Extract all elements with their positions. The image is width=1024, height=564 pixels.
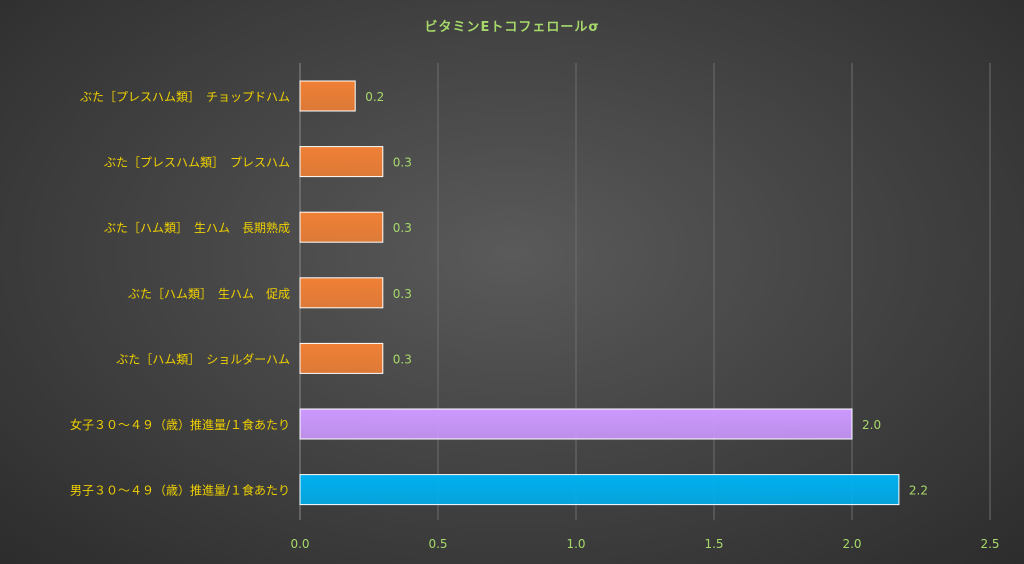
category-label: ぶた［プレスハム類］ プレスハム — [104, 156, 290, 170]
x-tick-label: 0.0 — [290, 537, 309, 551]
chart-title: ビタミンEトコフェロールσ — [424, 20, 600, 35]
value-label: 2.0 — [862, 418, 881, 432]
value-label: 0.3 — [393, 287, 412, 301]
category-label: ぶた［ハム類］ ショルダーハム — [116, 351, 290, 366]
value-label: 2.2 — [909, 484, 928, 498]
value-label: 0.3 — [393, 221, 412, 235]
category-label: 女子３０～４９（歳）推進量/１食あたり — [70, 417, 290, 432]
bar — [299, 474, 900, 506]
bar — [299, 80, 356, 112]
x-tick-label: 0.5 — [428, 537, 447, 551]
value-label: 0.2 — [365, 90, 384, 104]
x-tick-label: 2.5 — [980, 537, 999, 551]
bar — [299, 342, 384, 374]
bar — [299, 277, 384, 309]
bar — [299, 146, 384, 178]
category-label: ぶた［ハム類］ 生ハム 長期熟成 — [104, 220, 290, 235]
value-label: 0.3 — [393, 352, 412, 366]
x-tick-label: 1.0 — [566, 537, 585, 551]
x-tick-label: 1.5 — [704, 537, 723, 551]
category-label: ぶた［ハム類］ 生ハム 促成 — [128, 287, 290, 301]
category-label: 男子３０～４９（歳）推進量/１食あたり — [70, 483, 290, 498]
bar — [299, 211, 384, 243]
value-label: 0.3 — [393, 156, 412, 170]
x-tick-label: 2.0 — [842, 537, 861, 551]
category-label: ぶた［プレスハム類］ チョップドハム — [80, 90, 290, 104]
bar — [299, 408, 853, 440]
